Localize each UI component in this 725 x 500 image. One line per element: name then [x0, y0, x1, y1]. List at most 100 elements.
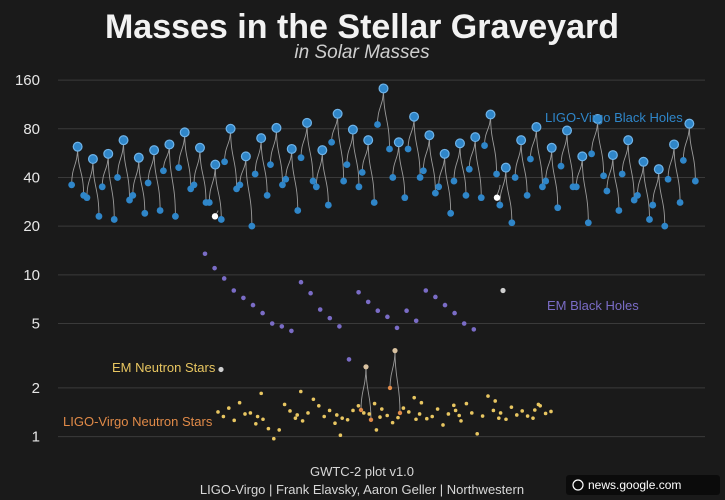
merger-line — [627, 140, 635, 201]
remnant-black-hole-point — [72, 141, 83, 152]
black-hole-point — [404, 145, 412, 153]
y-tick-label: 1 — [32, 429, 40, 446]
merger-line — [367, 140, 375, 203]
remnant-black-hole-point — [653, 164, 664, 175]
black-hole-point — [175, 164, 183, 172]
black-hole-point — [649, 201, 657, 209]
remnant-black-hole-point — [546, 142, 557, 153]
em-neutron-star-point — [299, 389, 303, 394]
merger-line — [199, 147, 207, 203]
remnant-black-hole-point — [363, 135, 374, 146]
black-hole-point — [691, 177, 699, 185]
em-black-hole-point — [346, 357, 352, 362]
globe-icon — [572, 479, 584, 491]
data-points — [68, 83, 699, 441]
em-neutron-star-point — [470, 411, 474, 415]
black-hole-point — [600, 172, 607, 180]
merger-line — [545, 147, 553, 182]
ligo-neutron-star-remnant-point — [392, 348, 398, 354]
merger-line — [352, 129, 360, 187]
em-neutron-star-point — [435, 407, 440, 411]
merger-line — [453, 143, 461, 182]
black-hole-point — [477, 194, 485, 202]
em-neutron-star-point — [401, 406, 406, 410]
em-neutron-star-point — [232, 418, 236, 423]
black-hole-point — [664, 175, 672, 183]
black-hole-point — [156, 207, 164, 214]
black-hole-point — [267, 161, 274, 169]
black-hole-point — [370, 199, 378, 206]
y-tick-label: 5 — [32, 316, 40, 333]
remnant-black-hole-point — [500, 162, 511, 173]
em-black-hole-point — [231, 288, 237, 293]
black-hole-point — [419, 167, 427, 175]
black-hole-point — [144, 179, 152, 187]
merger-line — [621, 140, 629, 175]
remnant-black-hole-point — [516, 135, 527, 146]
merger-line — [92, 159, 100, 217]
black-hole-point — [618, 170, 626, 178]
remnant-black-hole-point — [118, 135, 129, 146]
em-neutron-star-point — [464, 401, 469, 406]
em-black-hole-point — [202, 251, 208, 257]
remnant-black-hole-point — [194, 142, 205, 153]
black-hole-point — [114, 174, 121, 181]
merger-line — [276, 127, 283, 185]
em-neutron-star-point — [311, 397, 316, 402]
em-neutron-star-point — [261, 417, 265, 422]
credit-authors: LIGO-Virgo | Frank Elavsky, Aaron Geller… — [200, 482, 524, 497]
black-hole-point — [386, 145, 393, 153]
em-neutron-star-point — [317, 403, 321, 408]
em-neutron-star-point — [520, 409, 524, 413]
merger-line — [514, 140, 522, 178]
em-neutron-star-point — [412, 395, 417, 400]
em-black-hole-point — [212, 265, 217, 271]
em-neutron-star-point — [533, 408, 537, 412]
black-hole-point — [297, 154, 305, 162]
remnant-black-hole-point — [332, 108, 343, 119]
em-neutron-star-point — [362, 411, 366, 415]
em-neutron-star-point — [543, 411, 548, 416]
em-neutron-star-point — [338, 433, 343, 437]
black-hole-point — [465, 165, 473, 173]
em-neutron-star-point — [497, 416, 501, 420]
black-hole-point — [98, 183, 106, 191]
em-black-hole-point — [461, 321, 467, 326]
ligo-neutron-star-remnant-point — [363, 364, 369, 370]
merger-line — [438, 153, 446, 187]
em-neutron-star-point — [525, 414, 530, 418]
em-neutron-star-point — [417, 412, 422, 416]
em-neutron-star-point — [504, 417, 508, 422]
merger-line — [153, 150, 161, 211]
em-neutron-star-point — [300, 419, 305, 423]
merger-line — [123, 140, 130, 201]
merger-line — [428, 135, 436, 194]
em-neutron-star-point — [345, 417, 350, 422]
black-hole-point — [496, 201, 504, 209]
black-hole-point — [160, 167, 167, 175]
em-neutron-star-point — [457, 413, 462, 418]
black-hole-point — [236, 181, 244, 189]
remnant-black-hole-point — [562, 125, 573, 136]
em-neutron-star-point — [385, 413, 390, 418]
merger-line — [667, 144, 675, 180]
mass-gap-point — [218, 366, 224, 373]
remnant-black-hole-point — [302, 117, 313, 128]
ligo-neutron-star-point — [387, 385, 393, 391]
black-hole-point — [676, 199, 684, 206]
black-hole-point — [221, 158, 228, 166]
black-hole-point — [83, 194, 91, 202]
merger-line — [673, 144, 681, 203]
remnant-black-hole-point — [271, 122, 282, 133]
remnant-black-hole-point — [454, 138, 465, 149]
black-hole-point — [584, 219, 592, 227]
merger-line — [107, 153, 115, 220]
black-hole-point — [110, 216, 118, 223]
em-neutron-star-point — [248, 411, 253, 415]
remnant-black-hole-point — [286, 143, 297, 154]
black-hole-point — [309, 177, 317, 185]
merger-line — [643, 161, 650, 220]
black-hole-point — [190, 181, 198, 189]
black-hole-point — [374, 121, 381, 128]
mass-gap-point — [500, 287, 506, 294]
